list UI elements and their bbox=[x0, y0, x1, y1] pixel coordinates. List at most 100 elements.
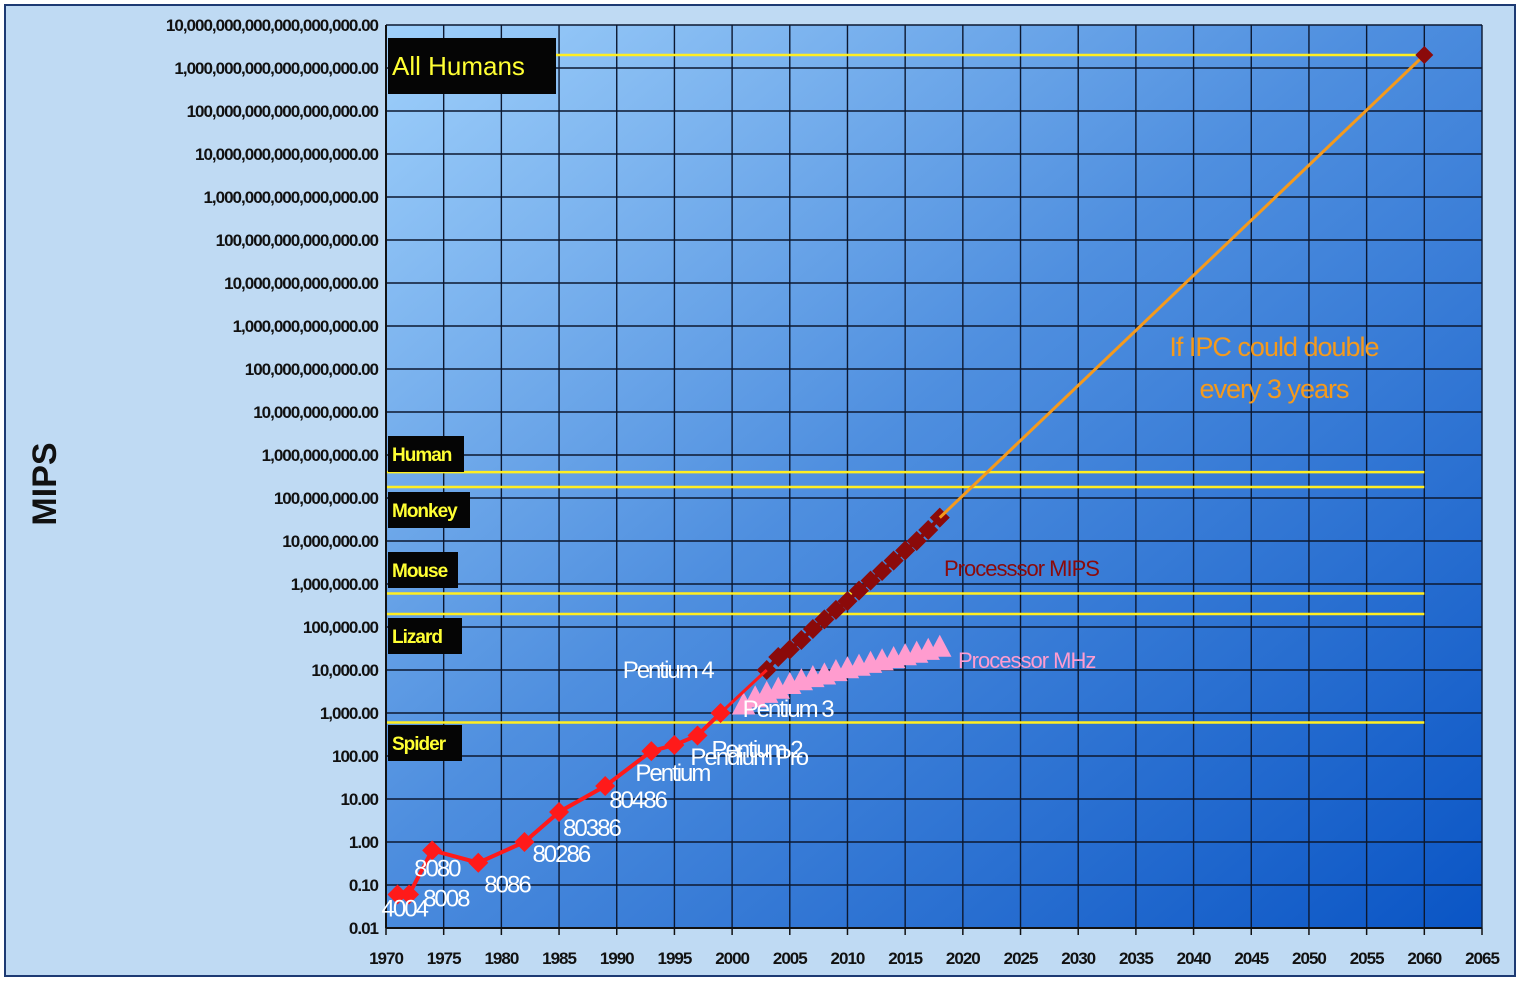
x-tick-label: 2030 bbox=[1061, 949, 1095, 968]
data-point bbox=[422, 840, 443, 861]
x-tick-label: 1970 bbox=[369, 949, 403, 968]
x-tick-label: 1990 bbox=[600, 949, 634, 968]
reference-label: Lizard bbox=[392, 627, 442, 648]
y-tick-label: 10,000,000,000,000.00 bbox=[224, 274, 378, 293]
data-point bbox=[664, 735, 685, 756]
data-point bbox=[895, 540, 916, 561]
y-tick-label: 100,000,000,000.00 bbox=[245, 360, 379, 379]
x-tick-label: 2005 bbox=[773, 949, 807, 968]
reference-label-box bbox=[388, 618, 462, 654]
series-label-processor-mhz: Processor MHz bbox=[958, 648, 1095, 673]
x-tick-label: 2020 bbox=[946, 949, 980, 968]
data-point bbox=[514, 832, 535, 852]
series-label-ipc: every 3 years bbox=[1199, 374, 1349, 404]
point-label: 8086 bbox=[484, 872, 531, 899]
y-tick-label: 10,000,000.00 bbox=[282, 532, 378, 551]
y-tick-label: 100.00 bbox=[332, 747, 379, 766]
data-point bbox=[849, 580, 870, 601]
x-tick-label: 2040 bbox=[1177, 949, 1211, 968]
data-point bbox=[731, 692, 756, 715]
x-tick-label: 2050 bbox=[1292, 949, 1326, 968]
x-tick-label: 2000 bbox=[715, 949, 749, 968]
y-tick-label: 1,000,000,000,000,000,000.00 bbox=[174, 59, 378, 78]
data-point bbox=[791, 629, 812, 650]
data-point bbox=[399, 884, 420, 905]
point-label: 80286 bbox=[532, 841, 590, 868]
point-label: Pentium 3 bbox=[743, 696, 835, 723]
reference-label-box bbox=[388, 492, 470, 528]
point-label: 8008 bbox=[423, 886, 470, 913]
x-tick-label: 1980 bbox=[484, 949, 518, 968]
x-tick-label: 2055 bbox=[1350, 949, 1384, 968]
reference-label: Monkey bbox=[392, 501, 458, 522]
data-point bbox=[1415, 46, 1434, 65]
data-point bbox=[918, 520, 939, 541]
y-tick-label: 1,000.00 bbox=[320, 704, 379, 723]
x-tick-label: 2045 bbox=[1234, 949, 1268, 968]
point-label: 4004 bbox=[382, 896, 429, 923]
y-tick-label: 100,000.00 bbox=[303, 618, 379, 637]
reference-label-box bbox=[388, 436, 464, 472]
reference-label-box bbox=[388, 552, 458, 588]
x-tick-label: 2010 bbox=[831, 949, 865, 968]
y-tick-label: 1,000,000,000.00 bbox=[262, 446, 379, 465]
plot-area bbox=[386, 25, 1482, 928]
y-tick-label: 10.00 bbox=[340, 790, 378, 809]
data-point bbox=[860, 570, 881, 591]
point-label: 8080 bbox=[414, 855, 461, 882]
x-tick-label: 2060 bbox=[1407, 949, 1441, 968]
data-point bbox=[814, 609, 835, 630]
data-point bbox=[825, 599, 846, 620]
series-0 bbox=[387, 703, 731, 905]
point-label: Pentium 4 bbox=[623, 657, 715, 684]
chart-frame: All Humans Human Monkey Mouse Lizard Spider 0… bbox=[4, 4, 1516, 977]
connector-line bbox=[719, 668, 768, 715]
x-tick-label: 2035 bbox=[1119, 949, 1153, 968]
data-point bbox=[837, 591, 858, 612]
data-point bbox=[687, 725, 708, 746]
y-tick-label: 100,000,000,000,000,000.00 bbox=[187, 102, 379, 121]
axes bbox=[385, 25, 1483, 935]
point-label: 80486 bbox=[609, 787, 667, 814]
series-3 bbox=[938, 46, 1434, 519]
data-point bbox=[779, 639, 800, 660]
data-point bbox=[883, 550, 904, 571]
y-axis-label: MIPS bbox=[26, 442, 64, 525]
reference-label-box bbox=[388, 725, 462, 761]
x-tick-label: 1985 bbox=[542, 949, 576, 968]
data-point bbox=[468, 852, 489, 873]
y-tick-label: 10,000,000,000.00 bbox=[253, 403, 378, 422]
series-2 bbox=[731, 634, 952, 715]
data-point bbox=[595, 776, 616, 797]
data-point bbox=[549, 801, 570, 822]
y-tick-label: 10,000,000,000,000,000,000.00 bbox=[166, 16, 379, 35]
point-label: 80386 bbox=[563, 815, 621, 842]
reference-lines: All Humans Human Monkey Mouse Lizard Spider bbox=[386, 38, 1425, 761]
tick-labels: 0.01 0.10 1.00 10.00 100.00 1,000.00 10,000.00… bbox=[166, 16, 1501, 968]
data-point bbox=[872, 561, 893, 582]
series-label-ipc: If IPC could double bbox=[1169, 332, 1378, 362]
x-tick-label: 2065 bbox=[1465, 949, 1499, 968]
y-tick-label: 1,000,000,000,000.00 bbox=[233, 317, 379, 336]
grid bbox=[386, 24, 1483, 928]
series-label-processor-mips: Processsor MIPS bbox=[944, 556, 1099, 581]
x-tick-label: 1975 bbox=[427, 949, 461, 968]
y-tick-label: 1,000,000,000,000,000.00 bbox=[203, 188, 378, 207]
y-tick-label: 0.10 bbox=[349, 876, 379, 895]
data-point bbox=[928, 634, 952, 657]
x-tick-label: 2025 bbox=[1004, 949, 1038, 968]
y-tick-label: 1.00 bbox=[349, 833, 379, 852]
reference-label: Mouse bbox=[392, 561, 448, 582]
y-tick-label: 100,000,000,000,000.00 bbox=[216, 231, 379, 250]
point-label: Pentium 2 bbox=[711, 736, 803, 763]
reference-label: Human bbox=[392, 445, 452, 466]
data-point bbox=[802, 618, 823, 639]
reference-label: All Humans bbox=[392, 51, 525, 81]
y-tick-label: 10,000.00 bbox=[311, 661, 378, 680]
data-point bbox=[641, 741, 662, 762]
y-tick-label: 100,000,000.00 bbox=[274, 489, 379, 508]
x-tick-label: 2015 bbox=[888, 949, 922, 968]
reference-label: Spider bbox=[392, 734, 447, 755]
data-point bbox=[906, 531, 927, 551]
reference-label-box bbox=[388, 38, 556, 94]
